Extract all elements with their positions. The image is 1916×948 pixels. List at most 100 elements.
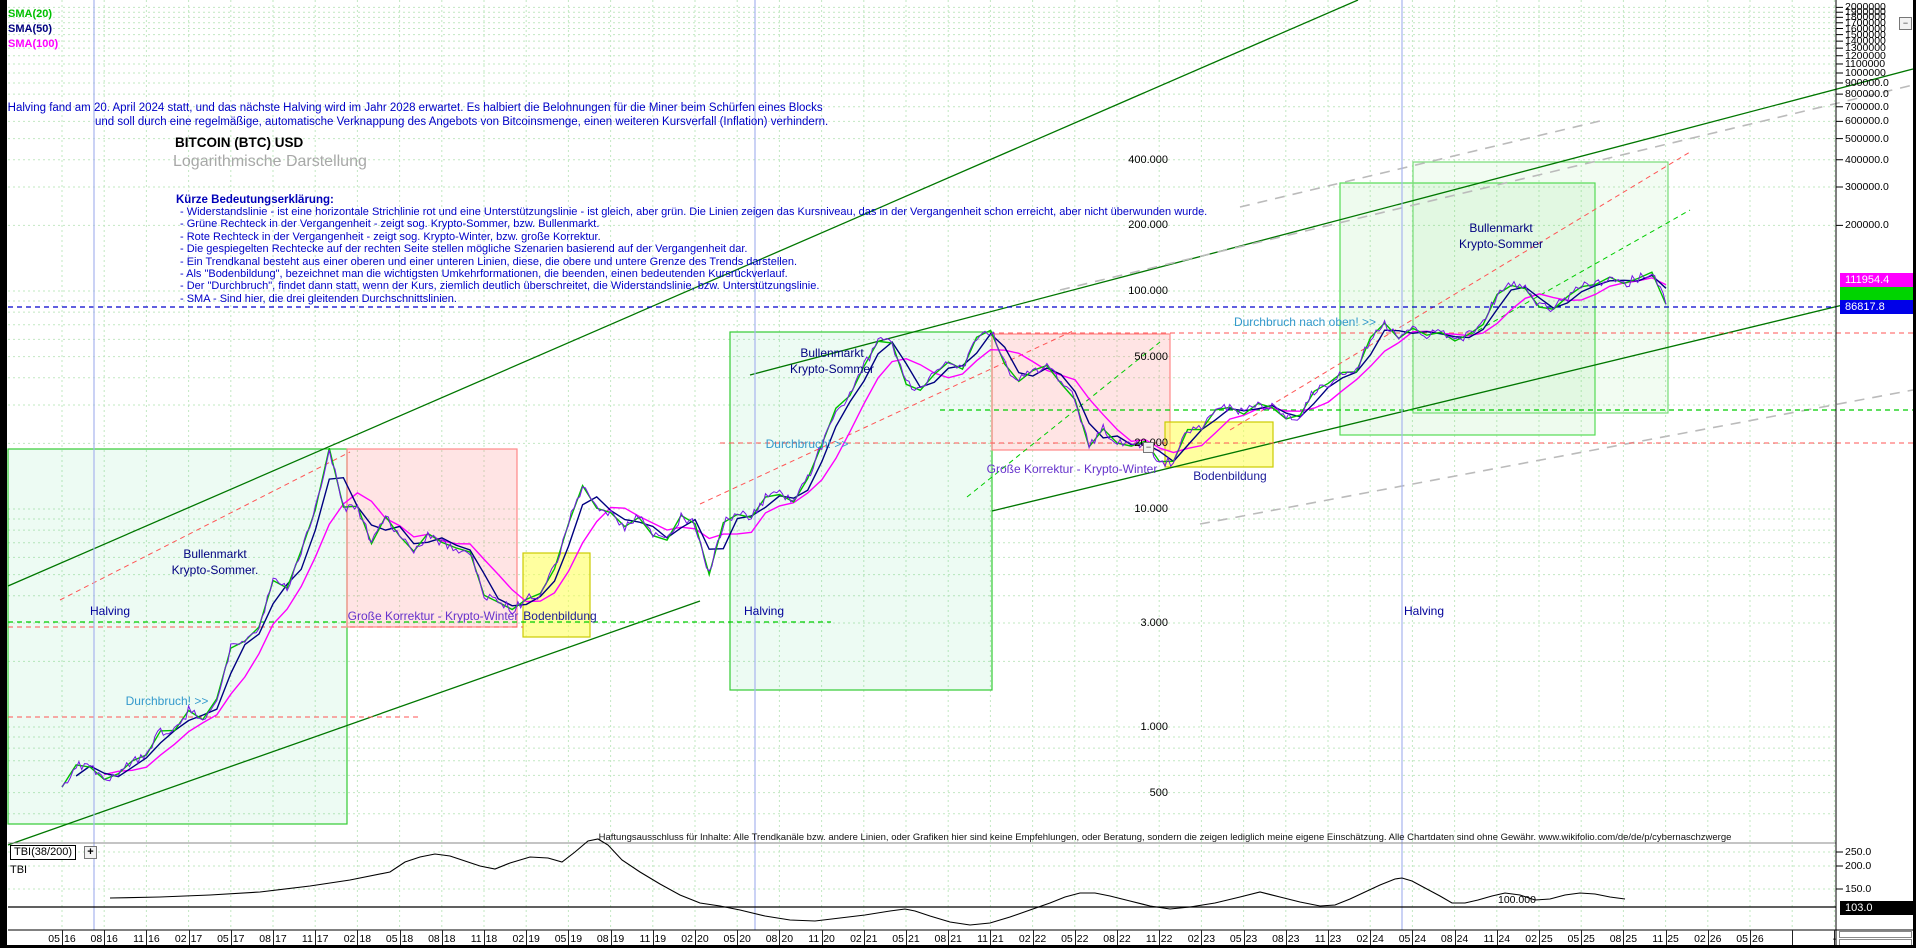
channel1-upper	[7, 0, 1359, 587]
x-axis-label-05-24: 05 24	[1398, 932, 1427, 945]
x-axis-tick	[188, 930, 190, 945]
frame-left	[0, 0, 7, 948]
inner-price-label-400000: 400.000	[1128, 153, 1168, 166]
x-axis-label-05-16: 05 16	[48, 932, 76, 945]
tbi-level-100000-label: 100.000	[1498, 894, 1536, 906]
inner-price-label-20000: 20.000	[1108, 437, 1168, 449]
frame-bottom	[0, 945, 1916, 948]
annotation-bottoming-2: Bodenbildung	[1193, 469, 1267, 483]
x-axis-tick	[1074, 930, 1076, 945]
x-axis-label-08-22: 08 22	[1103, 932, 1131, 945]
x-axis-tick	[779, 930, 781, 945]
legend-sma100: SMA(100)	[8, 38, 58, 53]
price-axis-label-200000: 200000.0	[1845, 219, 1889, 232]
x-axis-label-11-23: 11 23	[1314, 932, 1342, 945]
x-axis-tick	[737, 930, 739, 945]
x-axis-tick	[1454, 930, 1456, 945]
explanation-line-8: - SMA - Sind hier, die drei gleitenden D…	[180, 292, 457, 305]
price-axis-label-1700000: 1700000	[1845, 16, 1886, 29]
x-axis-label-11-18: 11 18	[470, 932, 498, 945]
x-axis-tick	[1285, 930, 1287, 945]
page-title: BITCOIN (BTC) USD	[175, 135, 304, 150]
tbi-add-button[interactable]: +	[84, 846, 97, 859]
disclaimer-text: Haftungsausschluss für Inhalte: Alle Tre…	[598, 832, 1732, 843]
x-axis-tick	[610, 930, 612, 945]
price-axis-label-300000: 300000.0	[1845, 181, 1889, 193]
inner-price-label-10000: 10.000	[1134, 503, 1168, 515]
x-axis-tick	[399, 930, 401, 945]
x-axis-tick	[1370, 930, 1372, 945]
x-axis-label-02-25: 02 25	[1525, 932, 1553, 945]
channel2-lower	[991, 287, 1914, 512]
x-axis-tick	[526, 930, 528, 945]
tbi-axis-label-200.0: 200.0	[1845, 860, 1872, 872]
price-tag-last: 86817.8	[1840, 300, 1913, 314]
annotation-breakout-up: Durchbruch nach oben! >>	[1233, 315, 1377, 329]
price-axis-label-1500000: 1500000	[1845, 28, 1886, 41]
price-axis-label-900000: 900000.0	[1845, 77, 1889, 89]
x-axis-tick	[1496, 930, 1498, 945]
legend-sma20: SMA(20)	[8, 8, 52, 23]
annotation-bottoming-1: Bodenbildung	[523, 609, 597, 623]
x-axis-tick	[104, 930, 106, 945]
x-axis-tick	[230, 930, 232, 945]
minimize-icon[interactable]: −	[1899, 17, 1912, 30]
price-axis-label-1400000: 1400000	[1845, 35, 1886, 48]
x-axis-label-02-26: 02 26	[1694, 932, 1722, 945]
channel1-lower	[7, 600, 701, 846]
x-axis-label-05-25: 05 25	[1567, 932, 1595, 945]
x-axis-label-11-24: 11 24	[1483, 932, 1511, 945]
x-axis-tick	[1792, 930, 1794, 945]
price-axis-label-600000: 600000.0	[1845, 115, 1889, 128]
x-axis-tick	[568, 930, 570, 945]
x-axis-label-11-19: 11 19	[639, 932, 667, 945]
price-axis-label-700000: 700000.0	[1845, 100, 1889, 113]
tbi-name: TBI	[10, 864, 28, 876]
x-axis-label-08-19: 08 19	[596, 932, 625, 945]
price-tag-sma20	[1840, 287, 1913, 300]
inner-price-label-1000: 1.000	[1140, 721, 1168, 733]
x-axis-tick	[1581, 930, 1583, 945]
tbi-indicator-label[interactable]: TBI(38/200)	[10, 845, 77, 860]
x-axis-tick	[357, 930, 359, 945]
x-axis-label-08-16: 08 16	[90, 932, 118, 945]
x-axis-label-11-16: 11 16	[133, 932, 160, 945]
explanation-line-2: - Grüne Rechteck in der Vergangenheit - …	[180, 218, 600, 231]
x-axis-label-08-25: 08 25	[1609, 932, 1638, 945]
x-axis-label-02-21: 02 21	[850, 932, 878, 945]
fan-red-2	[699, 329, 1076, 505]
legend-sma50-label: SMA(50)	[8, 23, 53, 35]
explanation-line-3: - Rote Rechteck in der Vergangenheit - z…	[180, 230, 601, 243]
annotation-halving-2: Halving	[743, 604, 785, 618]
price-axis-label-1300000: 1300000	[1845, 42, 1886, 55]
anchor-icon[interactable]: −	[1143, 442, 1154, 453]
price-axis-label-500000: 500000.0	[1845, 132, 1889, 145]
x-axis-label-02-18: 02 18	[343, 932, 372, 945]
bull-rect-1	[7, 448, 348, 825]
mirror-green-2	[1469, 209, 1691, 336]
x-axis-label-02-20: 02 20	[681, 932, 709, 945]
x-axis-label-05-22: 05 22	[1061, 932, 1089, 945]
inner-price-label-500: 500	[1149, 786, 1168, 799]
explanation-line-6: - Als "Bodenbildung", bezeichnet man die…	[180, 268, 788, 280]
x-axis-label-08-23: 08 23	[1272, 932, 1300, 945]
inner-price-label-50000: 50.000	[1134, 350, 1168, 363]
price-axis-label-1200000: 1200000	[1845, 49, 1886, 62]
x-axis-tick	[1032, 930, 1034, 945]
x-axis-tick	[1243, 930, 1245, 945]
tbi-value-tag: 103.0	[1840, 901, 1913, 915]
minimize-glyph: −	[1902, 18, 1909, 28]
sma50-curve	[75, 274, 1667, 778]
price-axis-label-800000: 800000.0	[1845, 88, 1889, 101]
x-axis-tick	[146, 930, 148, 945]
tbi-axis-label-250.0: 250.0	[1845, 846, 1872, 858]
explanation-heading: Kürze Bedeutungserklärung:	[176, 194, 334, 206]
x-axis-label-11-22: 11 22	[1145, 932, 1173, 945]
x-axis-tick	[441, 930, 443, 945]
inner-price-label-3000: 3.000	[1140, 617, 1168, 629]
mirror-gray-3	[1239, 120, 1601, 208]
x-axis-tick	[1201, 930, 1203, 945]
axis-corner-cell-1	[1839, 931, 1912, 938]
x-axis-tick	[1159, 930, 1161, 945]
